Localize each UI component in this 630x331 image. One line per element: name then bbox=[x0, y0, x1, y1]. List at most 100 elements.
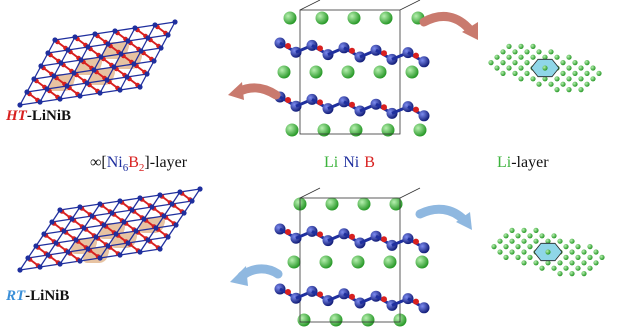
li-atom bbox=[512, 60, 518, 66]
li-atom bbox=[497, 249, 503, 255]
ni-ni-bond bbox=[87, 43, 109, 48]
b-atom bbox=[381, 104, 387, 111]
li-atom bbox=[539, 233, 545, 239]
li-atom bbox=[563, 244, 569, 250]
ni-ni-bond bbox=[179, 188, 201, 193]
ni-ni-bond bbox=[107, 40, 129, 45]
ni-atom bbox=[418, 302, 430, 314]
ni-ni-bond bbox=[123, 218, 145, 223]
ni-ni-bond bbox=[47, 251, 69, 256]
ni-atom bbox=[117, 252, 123, 258]
ni-atom bbox=[105, 243, 111, 249]
rt-nib-layer-sheet bbox=[17, 186, 203, 273]
ni-ni-bond bbox=[127, 239, 149, 244]
b-atom bbox=[349, 293, 355, 300]
ni-ni-bond bbox=[79, 92, 101, 97]
ni-ni-bond bbox=[60, 59, 82, 64]
li-atom bbox=[521, 249, 527, 255]
b-atom bbox=[285, 97, 291, 103]
ni-ni-bond bbox=[79, 257, 101, 262]
li-atom bbox=[536, 81, 542, 87]
ni-atom bbox=[418, 242, 430, 254]
li-atom bbox=[325, 197, 339, 211]
li-atom bbox=[524, 60, 530, 66]
ni-ni-bond bbox=[135, 227, 157, 232]
arrow-head bbox=[462, 22, 478, 40]
li-atom bbox=[578, 87, 584, 93]
li-atom bbox=[569, 271, 575, 277]
li-atom bbox=[545, 260, 551, 266]
ni-atom bbox=[133, 228, 139, 234]
li-atom bbox=[361, 313, 375, 327]
li-atom bbox=[581, 249, 587, 255]
rt-liniB-label: RT-LiNiB bbox=[5, 288, 69, 304]
li-atom bbox=[578, 76, 584, 82]
li-atom bbox=[542, 76, 548, 82]
ni-ni-bond bbox=[51, 218, 73, 223]
arrow-head bbox=[228, 82, 244, 100]
unit-cell-edge bbox=[299, 0, 321, 11]
ni-ni-bond bbox=[139, 194, 161, 199]
ni-atom bbox=[17, 267, 23, 273]
inf-bracket: ∞[ bbox=[90, 154, 107, 171]
curved-arrow-right-icon bbox=[415, 204, 469, 225]
li-atom bbox=[518, 76, 524, 82]
ni-atom bbox=[105, 41, 111, 47]
li-atom bbox=[593, 249, 599, 255]
li-atom bbox=[527, 233, 533, 239]
ni-atom bbox=[104, 77, 110, 83]
li-atom bbox=[590, 76, 596, 82]
rt-li-layer bbox=[491, 227, 605, 277]
li-atom bbox=[503, 244, 509, 250]
arrow-head bbox=[230, 266, 248, 286]
arrow-head bbox=[456, 212, 472, 230]
li-atom bbox=[503, 254, 509, 260]
ni6b2-layer-label: ∞[Ni6B2]-layer bbox=[90, 154, 188, 174]
li-atom bbox=[497, 238, 503, 244]
ni-ni-bond bbox=[151, 203, 173, 208]
li-atom bbox=[587, 265, 593, 271]
li-atom bbox=[315, 11, 329, 25]
li-layer-li: Li bbox=[497, 154, 512, 171]
li-atom bbox=[349, 123, 363, 137]
unit-cell-box bbox=[299, 197, 401, 323]
li-atom bbox=[599, 254, 605, 260]
li-atom bbox=[548, 81, 554, 87]
rt-prefix: RT bbox=[5, 288, 26, 304]
ni-ni-bond bbox=[119, 197, 141, 202]
ht-crystal-structure bbox=[274, 0, 430, 137]
ni-atom bbox=[41, 231, 47, 237]
li-atom bbox=[539, 265, 545, 271]
ni-atom bbox=[157, 246, 163, 252]
ni-atom bbox=[97, 201, 103, 207]
li-atom bbox=[521, 227, 527, 233]
ni-atom bbox=[57, 261, 63, 267]
b-subscript: 2 bbox=[139, 162, 145, 174]
unit-cell-edge bbox=[399, 187, 421, 199]
b-atom bbox=[349, 233, 355, 240]
li-atom bbox=[415, 255, 429, 269]
li-atom bbox=[554, 87, 560, 93]
ni-atom bbox=[125, 240, 131, 246]
ni-atom bbox=[49, 219, 55, 225]
li-atom bbox=[581, 260, 587, 266]
ni-atom bbox=[37, 99, 43, 105]
ni-atom bbox=[165, 234, 171, 240]
ht-li-layer bbox=[488, 43, 602, 93]
li-atom bbox=[566, 76, 572, 82]
ni-atom bbox=[57, 96, 63, 102]
ni-atom bbox=[77, 258, 83, 264]
b-atom bbox=[381, 296, 387, 303]
li-atom bbox=[405, 65, 419, 79]
ni-atom bbox=[65, 249, 71, 255]
li-atom bbox=[524, 49, 530, 55]
ni-atom bbox=[77, 93, 83, 99]
li-atom bbox=[563, 254, 569, 260]
ni-ni-bond bbox=[47, 49, 69, 54]
ni-atom bbox=[92, 31, 98, 37]
li-label: Li bbox=[324, 154, 339, 171]
ni-ni-bond bbox=[59, 260, 81, 265]
ni-ni-bond bbox=[127, 37, 149, 42]
ni-atom bbox=[189, 198, 195, 204]
ni-atom bbox=[91, 67, 97, 73]
